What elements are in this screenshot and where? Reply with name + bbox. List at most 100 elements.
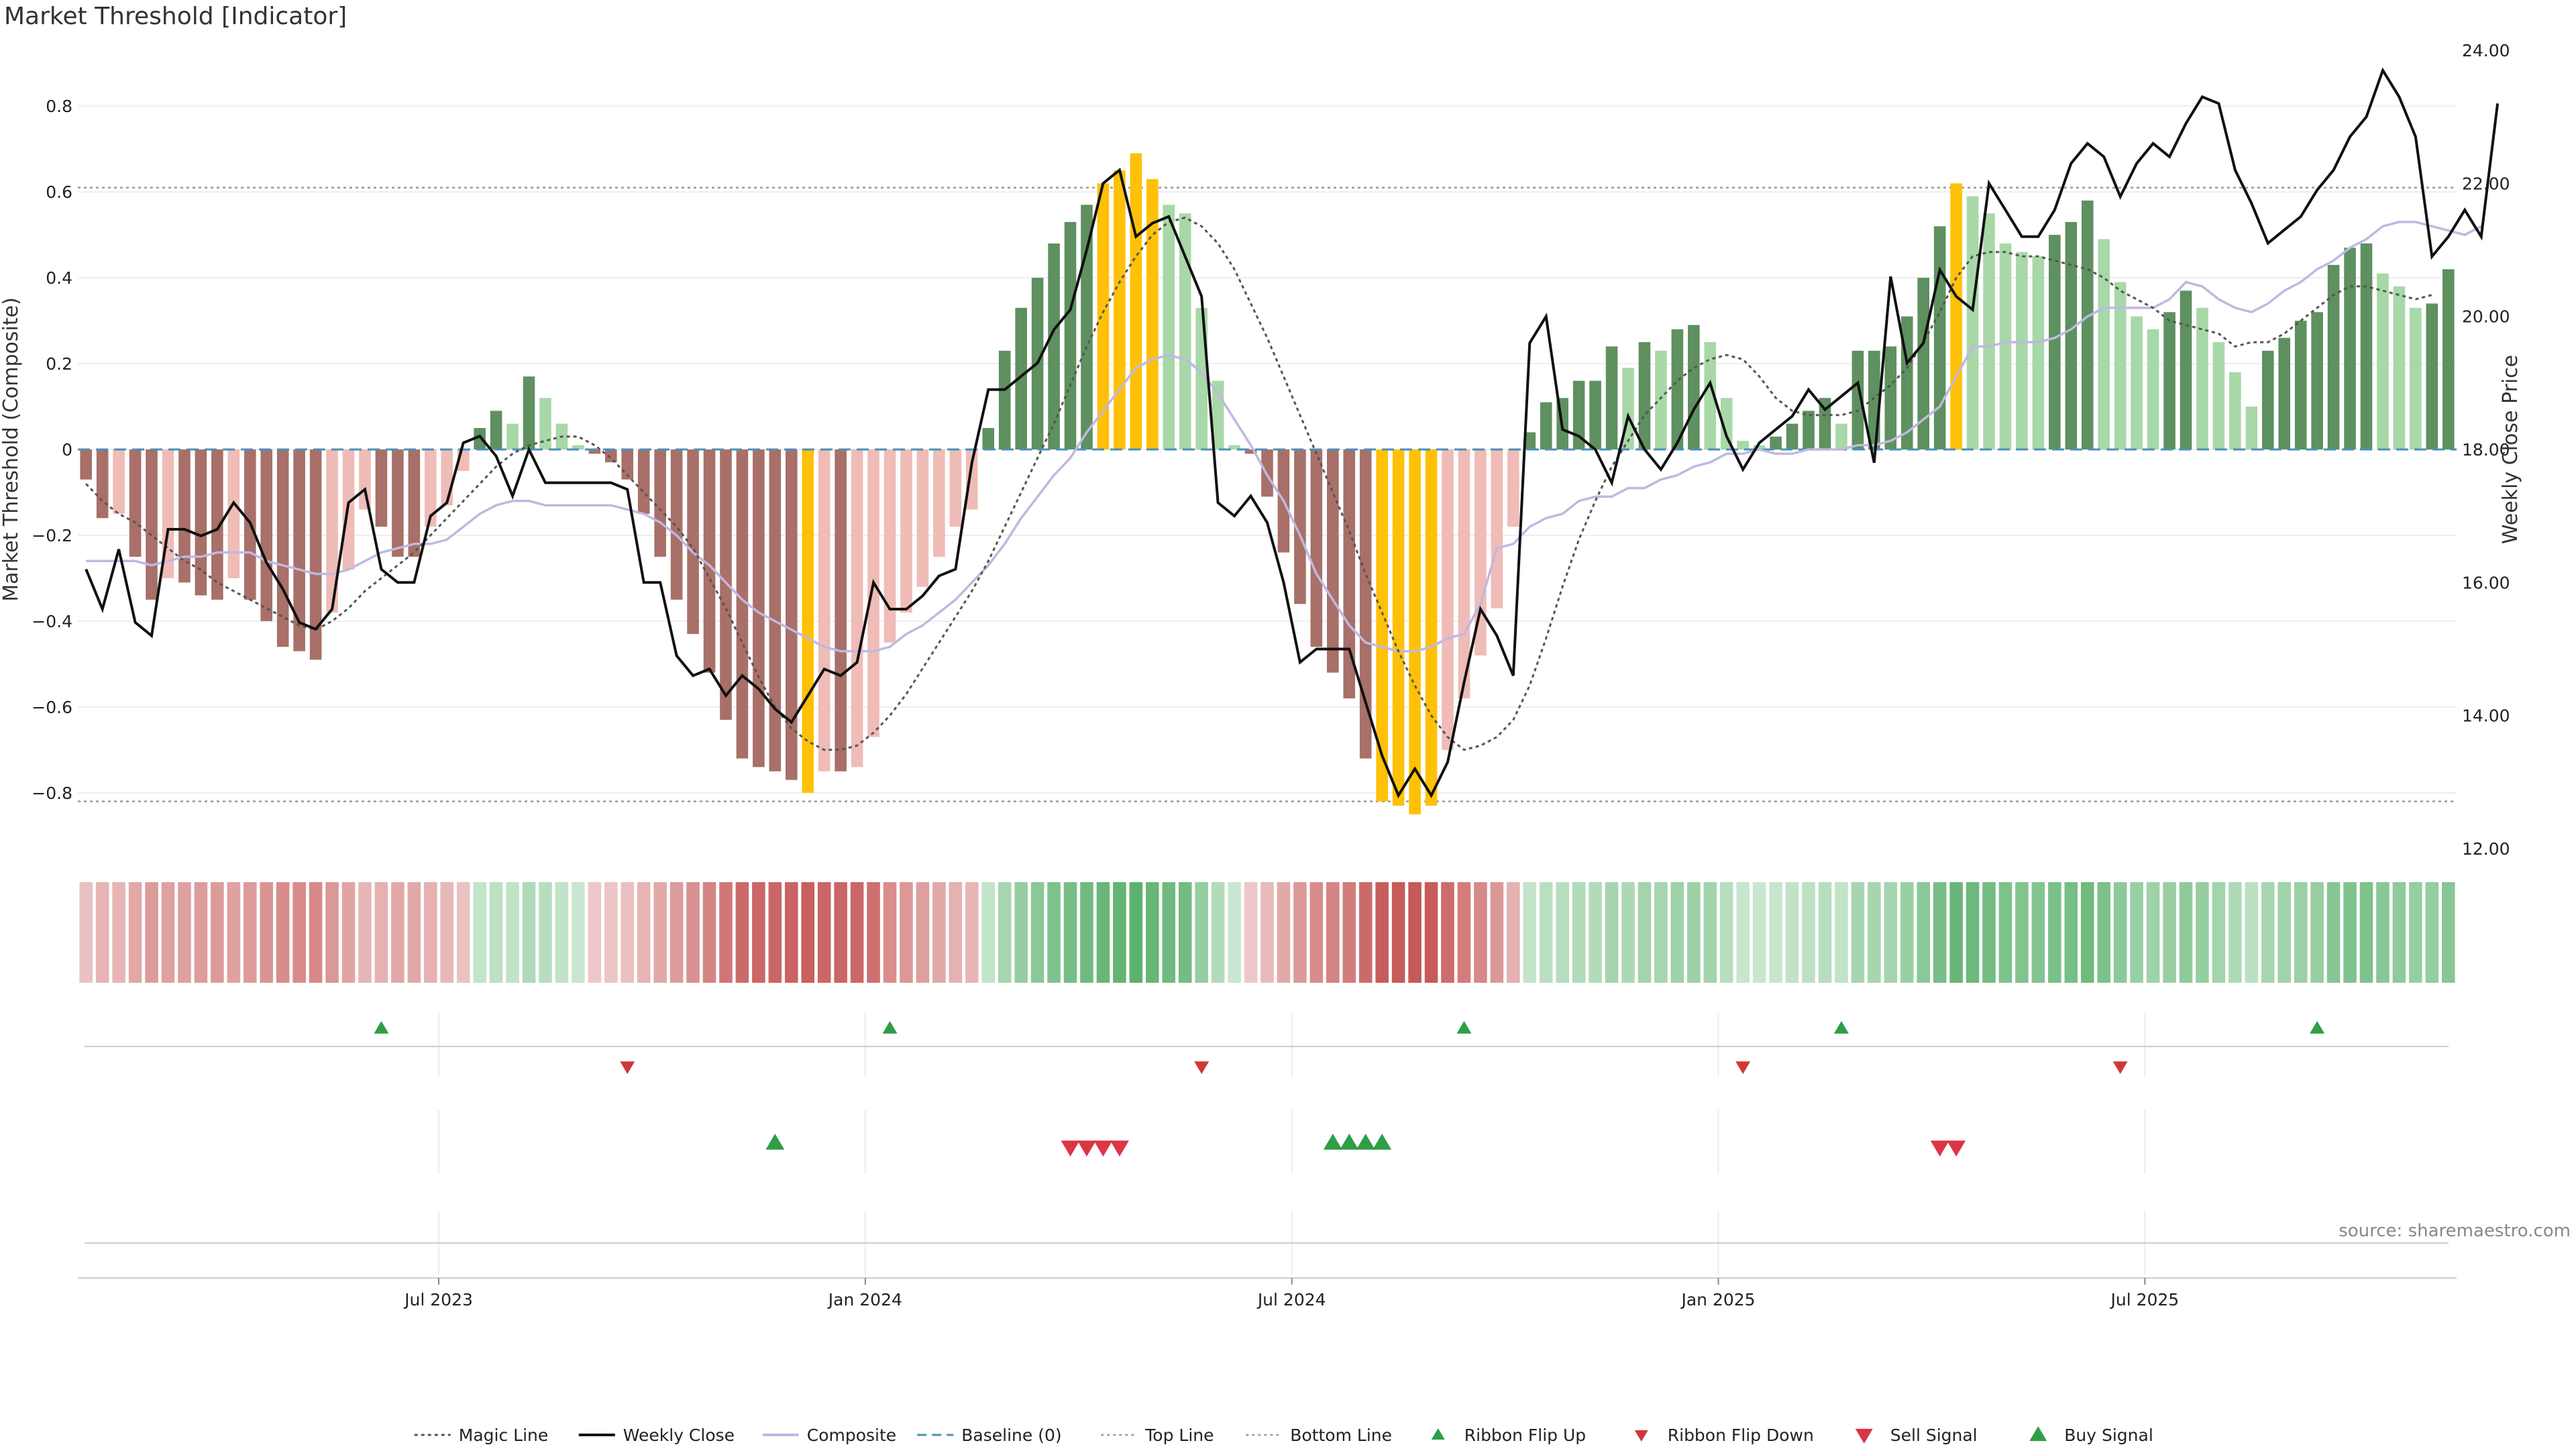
- bar-75: [1310, 449, 1323, 647]
- bar-93: [1605, 346, 1618, 449]
- y2-axis-ticks: 24.00 22.00 20.00 18.00 16.00 14.00 12.00: [2462, 41, 2510, 859]
- bar-89: [1540, 402, 1552, 449]
- ribbon-cell-138: [2343, 882, 2357, 983]
- ribbon-cell-100: [1719, 882, 1733, 983]
- ribbon-cell-45: [817, 882, 831, 983]
- ribbon-cell-108: [1851, 882, 1865, 983]
- ribbon-cell-140: [2376, 882, 2390, 983]
- ribbon-cell-117: [1998, 882, 2012, 983]
- ribbon-flip-up-marker: [2310, 1021, 2325, 1034]
- bar-44: [802, 449, 814, 793]
- ribbon-cell-74: [1293, 882, 1307, 983]
- bar-20: [408, 449, 421, 557]
- ribbon-cell-95: [1638, 882, 1652, 983]
- bar-78: [1359, 449, 1372, 759]
- bar-13: [293, 449, 305, 651]
- bar-38: [703, 449, 716, 673]
- ribbon-cell-81: [1408, 882, 1421, 983]
- ribbon-cell-113: [1933, 882, 1947, 983]
- y2-tick-label: 20.00: [2462, 307, 2510, 327]
- bar-39: [720, 449, 732, 720]
- x-axis-ticks: Jul 2023 Jan 2024 Jul 2024 Jan 2025 Jul 2025: [78, 1277, 2457, 1309]
- bar-45: [818, 449, 830, 771]
- bar-132: [2245, 407, 2258, 449]
- bar-25: [490, 411, 502, 449]
- legend-swatch: [1634, 1430, 1648, 1442]
- bar-57: [1015, 307, 1027, 449]
- ribbon-cell-123: [2097, 882, 2110, 983]
- buy-signal-marker: [1356, 1134, 1375, 1150]
- bar-123: [2098, 239, 2110, 449]
- sell-signal-marker: [1110, 1140, 1129, 1157]
- bar-64: [1130, 153, 1142, 449]
- bar-22: [441, 449, 453, 506]
- series-lines: [78, 67, 2500, 799]
- bar-37: [687, 449, 699, 635]
- ribbon-cell-24: [473, 882, 486, 983]
- bar-91: [1572, 380, 1585, 449]
- bar-26: [506, 423, 519, 449]
- ribbon-cell-71: [1244, 882, 1258, 983]
- y-tick-label: 0.8: [46, 97, 72, 116]
- bar-30: [572, 445, 584, 449]
- bar-88: [1523, 432, 1536, 449]
- buy-signal-marker: [1373, 1134, 1392, 1150]
- bar-19: [392, 449, 404, 557]
- ribbon-cell-114: [1949, 882, 1963, 983]
- ribbon-cell-11: [260, 882, 274, 983]
- bar-95: [1638, 342, 1651, 449]
- y-tick-label: −0.8: [32, 784, 72, 803]
- ribbon-cell-86: [1490, 882, 1504, 983]
- ribbon-cell-136: [2310, 882, 2324, 983]
- ribbon-cell-25: [489, 882, 503, 983]
- legend-swatch: [1431, 1428, 1445, 1440]
- ribbon-cell-57: [1014, 882, 1028, 983]
- ribbon-cell-18: [374, 882, 388, 983]
- legend-label: Ribbon Flip Up: [1464, 1426, 1586, 1445]
- ribbon-cell-141: [2392, 882, 2406, 983]
- ribbon-cell-23: [456, 882, 470, 983]
- ribbon-cell-91: [1572, 882, 1586, 983]
- signal-panel: [438, 1110, 2146, 1174]
- ribbon-cell-54: [965, 882, 979, 983]
- ribbon-cell-109: [1868, 882, 1881, 983]
- bar-60: [1064, 221, 1077, 449]
- bar-42: [769, 449, 782, 771]
- ribbon-cell-33: [621, 882, 635, 983]
- ribbon-cell-52: [932, 882, 946, 983]
- bar-104: [1786, 423, 1799, 449]
- sell-signal-marker: [1093, 1140, 1113, 1157]
- ribbon-cell-41: [752, 882, 765, 983]
- bar-67: [1179, 213, 1191, 449]
- bar-143: [2426, 303, 2438, 449]
- bar-84: [1458, 449, 1470, 699]
- bar-21: [424, 449, 437, 527]
- bar-52: [933, 449, 945, 557]
- buy-signal-marker: [765, 1134, 785, 1150]
- ribbon-cell-82: [1424, 882, 1438, 983]
- ribbon-cell-144: [2441, 882, 2455, 983]
- bar-55: [982, 428, 995, 449]
- ribbon-cell-55: [981, 882, 996, 983]
- y-tick-label: −0.6: [32, 698, 72, 717]
- ribbon-cell-14: [309, 882, 323, 983]
- bar-14: [309, 449, 322, 660]
- bar-6: [178, 449, 191, 583]
- ribbon-cell-12: [276, 882, 290, 983]
- bar-108: [1851, 350, 1864, 449]
- bar-129: [2196, 307, 2208, 449]
- ribbon-cell-46: [834, 882, 847, 983]
- ribbon-cell-58: [1030, 882, 1044, 983]
- bar-15: [326, 449, 338, 613]
- ribbon-cell-126: [2146, 882, 2160, 983]
- bar-49: [883, 449, 896, 643]
- bar-65: [1146, 178, 1159, 449]
- ribbon-strip: [79, 882, 2455, 983]
- ribbon-cell-65: [1146, 882, 1159, 983]
- bar-43: [785, 449, 798, 780]
- ribbon-cell-99: [1703, 882, 1717, 983]
- ribbon-cell-73: [1277, 882, 1291, 983]
- bar-126: [2147, 329, 2159, 449]
- legend-swatch: [1855, 1428, 1873, 1444]
- ribbon-cell-16: [341, 882, 356, 983]
